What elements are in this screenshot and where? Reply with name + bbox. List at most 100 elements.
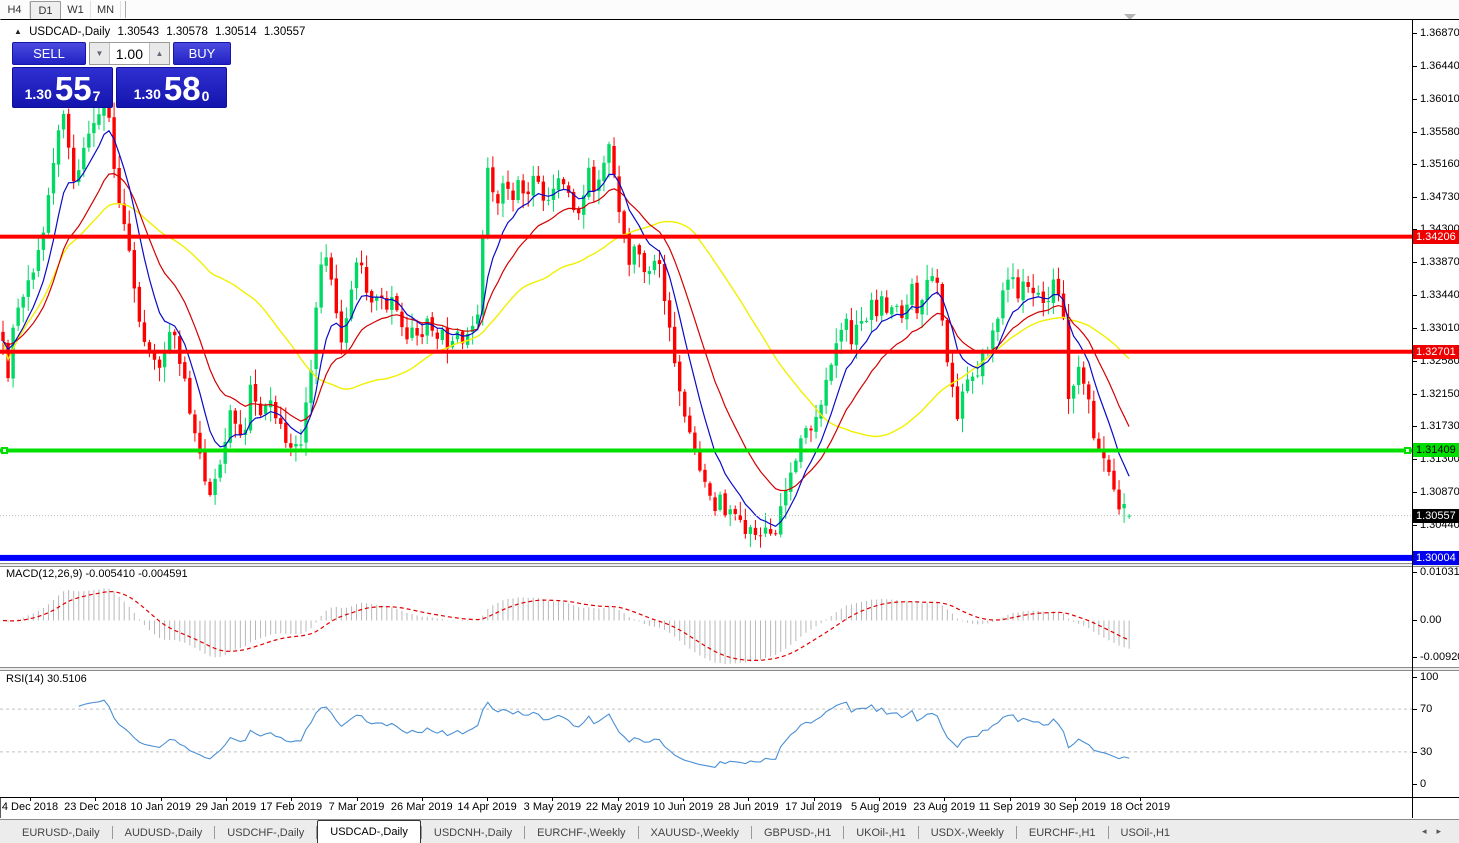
tab-scroll-right-button[interactable]: ▸ — [1436, 826, 1451, 836]
chart-tab-xauusd-weekly[interactable]: XAUUSD-,Weekly — [650, 827, 739, 839]
chart-tab-usdcad-daily[interactable]: USDCAD-,Daily — [317, 820, 421, 843]
price-axis-label: 1.35580 — [1420, 125, 1459, 138]
tab-separator — [1107, 826, 1109, 839]
date-axis-tick — [1009, 797, 1011, 801]
date-axis-label: 22 May 2019 — [585, 801, 650, 813]
date-axis-tick — [878, 797, 880, 801]
macd-axis-tick — [1412, 620, 1417, 621]
date-axis-label: 17 Feb 2019 — [260, 801, 323, 813]
macd-axis-tick — [1412, 572, 1417, 573]
tab-separator — [524, 826, 526, 839]
price-axis-tick — [1412, 360, 1417, 362]
chart-tab-eurchf-h1[interactable]: EURCHF-,H1 — [1028, 827, 1096, 839]
date-axis-label: 7 Mar 2019 — [328, 801, 385, 813]
timeframe-button-d1[interactable]: D1 — [30, 1, 61, 20]
rsi-value: 30.5106 — [46, 673, 87, 685]
sell-price-main: 55 — [54, 70, 92, 107]
chart-tab-eurchf-weekly[interactable]: EURCHF-,Weekly — [537, 827, 626, 839]
chart-tab-usdcnh-daily[interactable]: USDCNH-,Daily — [433, 827, 513, 839]
price-axis-label: 1.35160 — [1420, 157, 1459, 170]
date-axis-separator — [0, 797, 1459, 798]
price-level-tag: 1.30004 — [1413, 550, 1459, 565]
price-axis-label: 1.33870 — [1420, 256, 1459, 269]
chart-tab-eurusd-daily[interactable]: EURUSD-,Daily — [22, 827, 100, 839]
tab-separator — [917, 826, 919, 839]
price-axis-label: 1.33440 — [1420, 289, 1459, 302]
rsi-axis-label: 100 — [1420, 671, 1439, 683]
price-axis-label: 1.33010 — [1420, 322, 1459, 335]
price-axis-label: 1.36870 — [1420, 27, 1459, 39]
buy-button[interactable]: BUY — [173, 42, 231, 65]
date-axis-label: 10 Jun 2019 — [652, 801, 714, 813]
chart-tab-usdchf-daily[interactable]: USDCHF-,Daily — [227, 827, 305, 839]
volume-decrease-button[interactable]: ▼ — [90, 43, 110, 64]
date-axis-tick — [944, 797, 946, 801]
chevron-down-icon: ▼ — [95, 49, 104, 58]
tab-separator — [214, 826, 216, 839]
chart-tab-usoil-h1[interactable]: USOil-,H1 — [1120, 827, 1171, 839]
price-axis-label: 1.36010 — [1420, 92, 1459, 105]
chart-tab-audusd-daily[interactable]: AUDUSD-,Daily — [124, 827, 203, 839]
rsi-panel-canvas[interactable] — [0, 671, 1412, 797]
timeframe-button-w1[interactable]: W1 — [61, 1, 91, 18]
date-axis-tick — [617, 797, 619, 801]
timeframe-button-h4[interactable]: H4 — [0, 1, 30, 18]
tab-separator — [111, 826, 113, 839]
rsi-axis-label: 70 — [1420, 703, 1433, 716]
price-axis-tick — [1412, 196, 1417, 198]
tab-scroll-buttons: ◂▸ — [1422, 826, 1451, 837]
tab-scroll-left-button[interactable]: ◂ — [1421, 826, 1437, 836]
macd-panel-canvas[interactable] — [0, 567, 1412, 667]
date-axis-label: 17 Jul 2019 — [785, 801, 843, 813]
price-axis-tick — [1412, 295, 1417, 297]
timeframe-button-mn[interactable]: MN — [91, 1, 121, 18]
price-level-tag: 1.31409 — [1413, 443, 1459, 458]
price-axis-tick — [1412, 65, 1417, 67]
panel-separator[interactable] — [0, 667, 1459, 671]
price-level-tag: 1.34206 — [1413, 229, 1459, 244]
price-axis-label: 1.32150 — [1420, 387, 1459, 400]
collapse-arrow-icon[interactable]: ▲ — [14, 27, 22, 36]
one-click-trade-panel: SELL ▼ 1.00 ▲ BUY 1.30 55 7 1.30 58 0 — [12, 42, 231, 108]
sell-button[interactable]: SELL — [12, 42, 86, 65]
chart-tab-usdx-weekly[interactable]: USDX-,Weekly — [930, 827, 1004, 839]
chart-title: ▲ USDCAD-,Daily 1.30543 1.30578 1.30514 … — [14, 26, 309, 38]
macd-axis-tick — [1412, 657, 1417, 658]
date-axis-label: 23 Dec 2018 — [64, 801, 127, 813]
panel-separator[interactable] — [0, 563, 1459, 567]
price-level-tag: 1.30557 — [1413, 508, 1459, 523]
buy-price-prefix: 1.30 — [133, 86, 161, 102]
chart-tab-gbpusd-h1[interactable]: GBPUSD-,H1 — [763, 827, 832, 839]
date-axis-label: 28 Jun 2019 — [718, 801, 779, 813]
volume-input[interactable]: 1.00 — [115, 45, 143, 62]
price-axis-tick — [1412, 393, 1417, 395]
chart-shift-marker-icon[interactable] — [1124, 14, 1136, 20]
sell-price-pip: 7 — [92, 88, 101, 104]
tab-separator — [1015, 826, 1017, 839]
price-axis-tick — [1412, 425, 1417, 427]
tab-separator — [316, 826, 318, 839]
date-axis-tick — [487, 797, 489, 801]
price-axis-tick — [1412, 458, 1417, 460]
sell-price-display[interactable]: 1.30 55 7 — [12, 67, 113, 108]
ohlc-open: 1.30543 — [117, 26, 160, 38]
date-axis-tick — [683, 797, 684, 801]
tab-separator — [420, 826, 422, 839]
date-axis-tick — [813, 797, 815, 801]
buy-price-display[interactable]: 1.30 58 0 — [116, 67, 227, 108]
chart-tab-ukoil-h1[interactable]: UKOil-,H1 — [856, 827, 906, 839]
date-axis-label: 4 Dec 2018 — [1, 801, 59, 813]
rsi-axis-tick — [1412, 751, 1417, 753]
macd-axis-label: 0.010311 — [1420, 566, 1459, 578]
price-axis-tick — [1412, 131, 1417, 133]
main-chart-canvas[interactable] — [0, 20, 1412, 563]
tab-separator — [637, 826, 639, 839]
volume-increase-button[interactable]: ▲ — [149, 43, 169, 64]
macd-values: -0.005410 -0.004591 — [85, 568, 188, 580]
date-axis-tick — [160, 797, 162, 801]
rsi-axis-label: 0 — [1420, 778, 1427, 790]
volume-stepper: ▼ 1.00 ▲ — [89, 42, 170, 65]
macd-name: MACD(12,26,9) — [6, 568, 83, 580]
timeframe-toolbar: H4 D1 W1 MN — [0, 0, 1459, 20]
ohlc-low: 1.30514 — [215, 26, 257, 38]
